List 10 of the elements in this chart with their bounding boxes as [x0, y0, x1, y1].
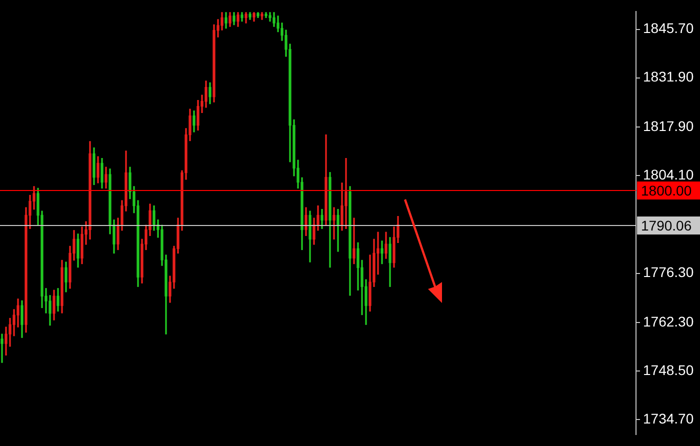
ref-line-label: 1790.06: [641, 217, 692, 234]
y-tick-label: 1762.30: [643, 313, 694, 330]
y-tick-label: 1734.70: [643, 410, 694, 426]
y-tick-label: 1776.30: [643, 264, 694, 280]
y-tick-label: 1831.90: [643, 68, 694, 85]
y-tick-label: 1804.10: [643, 166, 694, 182]
ref-line-label: 1800.00: [641, 182, 692, 198]
y-tick-label: 1748.50: [643, 362, 694, 378]
y-tick-label: 1845.70: [643, 20, 694, 36]
y-tick-label: 1817.90: [643, 118, 694, 134]
